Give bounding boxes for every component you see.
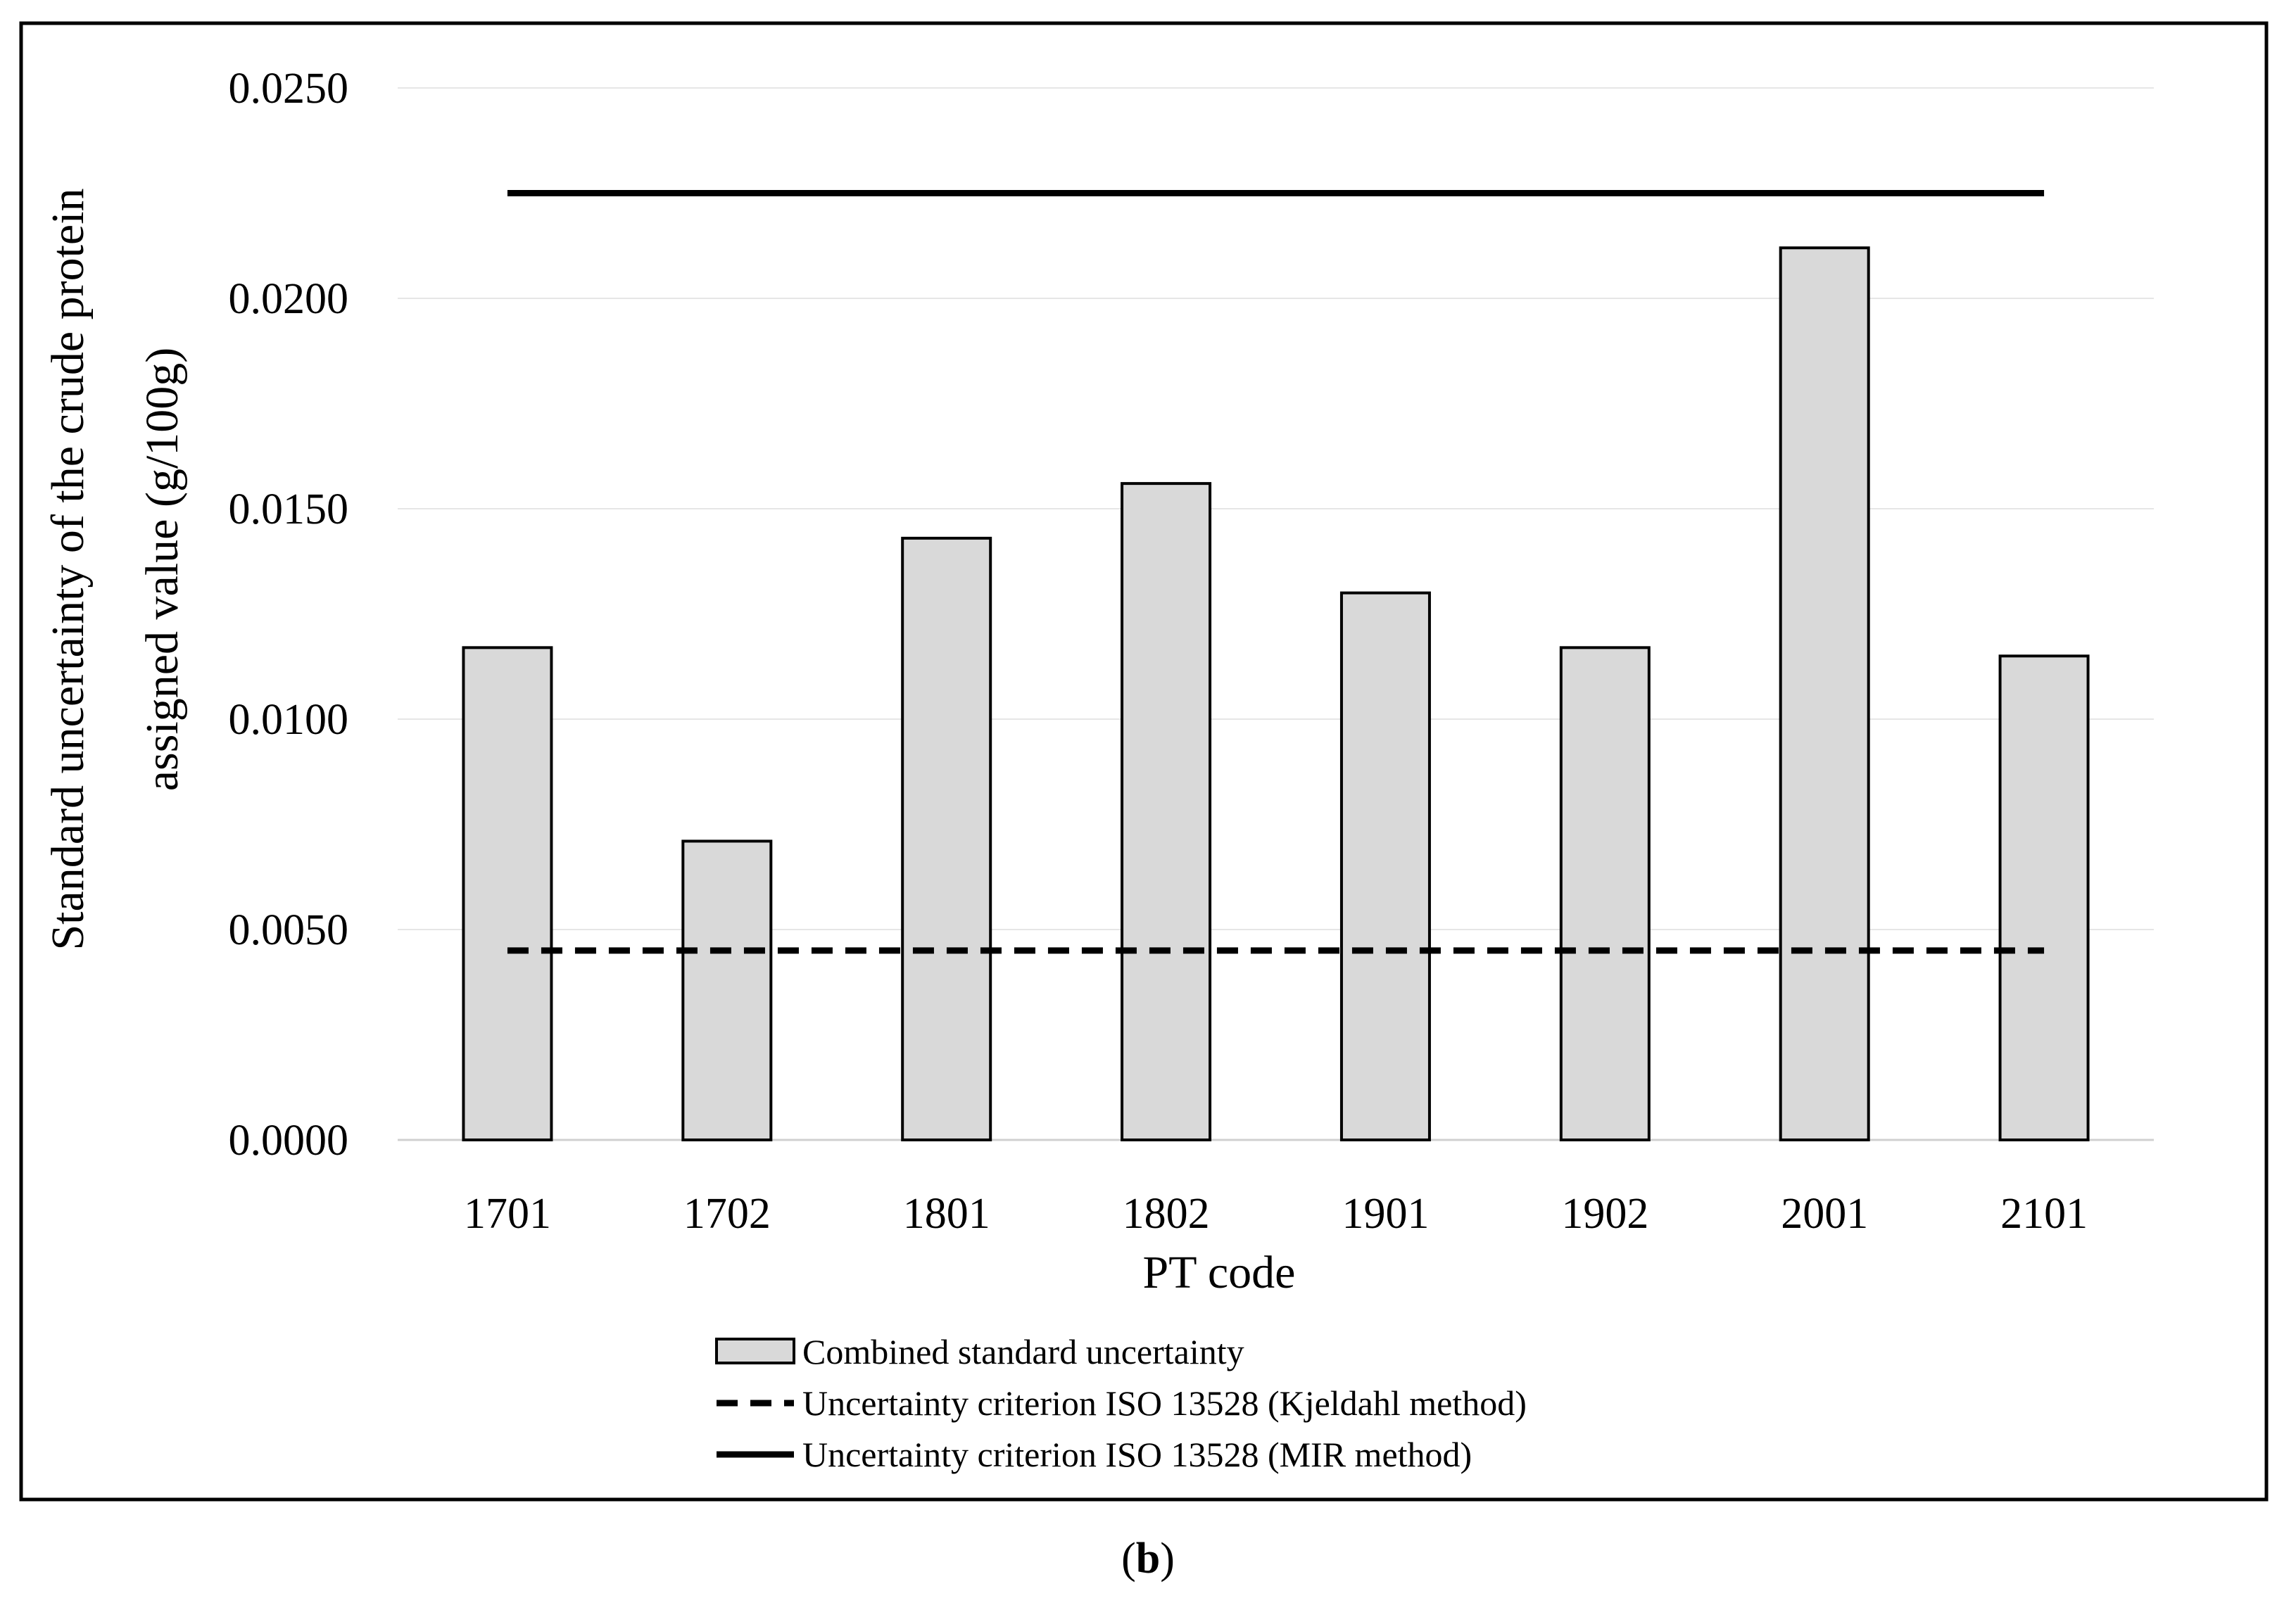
bars bbox=[462, 246, 2090, 1142]
bar-1901 bbox=[1339, 591, 1431, 1141]
y-tick-label: 0.0200 bbox=[229, 275, 349, 323]
y-tick-label: 0.0050 bbox=[229, 906, 349, 954]
y-tick-label: 0.0150 bbox=[229, 486, 349, 533]
x-tick-label: 1802 bbox=[1123, 1190, 1210, 1238]
caption-open: ( bbox=[1121, 1535, 1136, 1583]
legend-label-bar: Combined standard uncertainty bbox=[802, 1332, 1244, 1371]
y-axis-label-line1: Standard uncertainty of the crude protei… bbox=[42, 188, 94, 950]
bar-2001 bbox=[1779, 246, 1870, 1141]
x-tick-label: 2001 bbox=[1781, 1190, 1868, 1238]
caption-close: ) bbox=[1160, 1535, 1175, 1583]
y-tick-label: 0.0100 bbox=[229, 696, 349, 744]
x-tick-label: 1902 bbox=[1561, 1190, 1648, 1238]
x-tick-label: 1901 bbox=[1342, 1190, 1429, 1238]
bar-1802 bbox=[1121, 482, 1212, 1141]
y-axis-label-line2: assigned value (g/100g) bbox=[137, 348, 188, 792]
y-tick-label: 0.0000 bbox=[229, 1117, 349, 1165]
y-axis-ticks: 0.0000 0.0050 0.0100 0.0150 0.0200 0.0250 bbox=[229, 65, 349, 1165]
legend-swatch-bar bbox=[715, 1338, 795, 1364]
figure-caption: (b) bbox=[1121, 1535, 1175, 1583]
criterion-lines bbox=[507, 190, 2045, 954]
x-tick-label: 1801 bbox=[903, 1190, 990, 1238]
x-axis-ticks: 1701 1702 1801 1802 1901 1902 2001 2101 bbox=[464, 1190, 2088, 1238]
y-tick-label: 0.0250 bbox=[229, 65, 349, 113]
bar-1801 bbox=[901, 536, 992, 1141]
legend-label-solid: Uncertainty criterion ISO 13528 (MIR met… bbox=[802, 1435, 1472, 1474]
x-axis-label: PT code bbox=[1143, 1247, 1296, 1298]
bar-1702 bbox=[681, 839, 773, 1142]
bar-1902 bbox=[1559, 646, 1651, 1141]
bar-1701 bbox=[462, 646, 553, 1141]
caption-letter: b bbox=[1136, 1535, 1160, 1583]
legend: Combined standard uncertainty Uncertaint… bbox=[715, 1332, 1527, 1474]
x-tick-label: 1701 bbox=[464, 1190, 551, 1238]
x-tick-label: 2101 bbox=[2000, 1190, 2088, 1238]
x-tick-label: 1702 bbox=[683, 1190, 771, 1238]
legend-label-dashed: Uncertainty criterion ISO 13528 (Kjeldah… bbox=[802, 1383, 1527, 1423]
bar-2101 bbox=[1998, 654, 2090, 1141]
